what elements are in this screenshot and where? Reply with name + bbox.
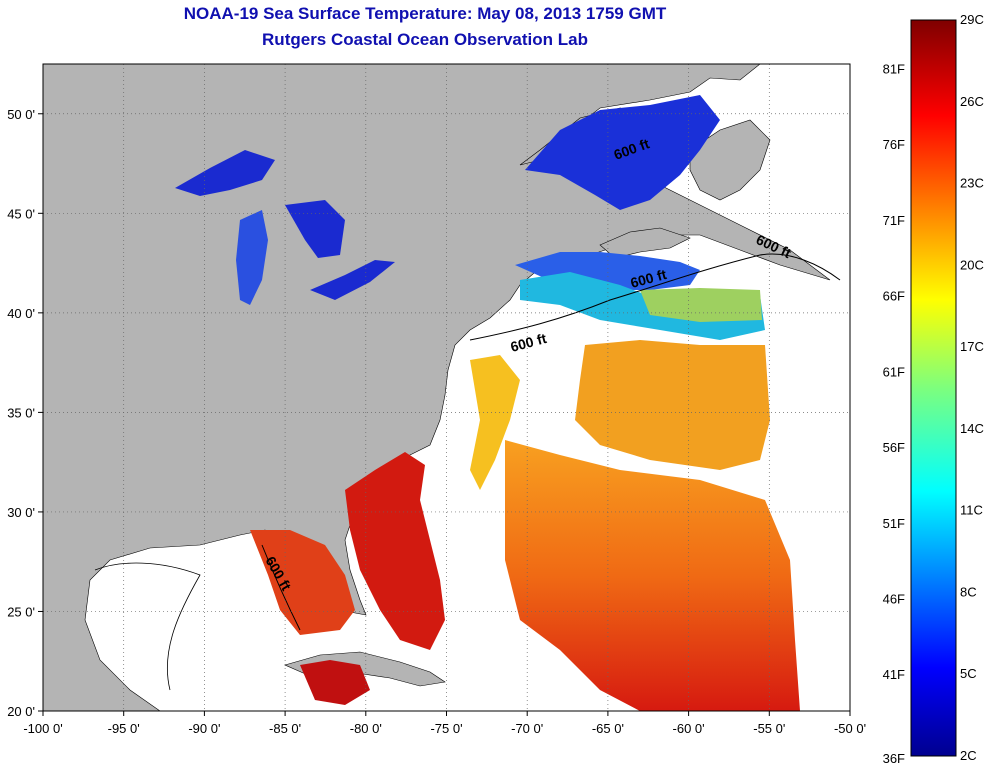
- graticule: [43, 64, 850, 711]
- colorbar-fahrenheit-label: 61F: [883, 364, 905, 379]
- isobath-gulf-west: [94, 562, 201, 691]
- colorbar-fahrenheit-label: 76F: [883, 137, 905, 152]
- sst-florida-coast: [345, 452, 445, 650]
- isobath-gulf: [261, 544, 301, 631]
- y-tick-label: 25 0': [7, 604, 35, 619]
- y-tick-label: 30 0': [7, 505, 35, 520]
- x-axis: -100 0' -95 0' -90 0' -85 0' -80 0' -75 0' -70…: [23, 711, 866, 736]
- colorbar-fahrenheit-label: 71F: [883, 213, 905, 228]
- y-tick-label: 40 0': [7, 306, 35, 321]
- colorbar-celsius-label: 8C: [960, 584, 977, 599]
- sst-offshore-yellow: [470, 355, 520, 490]
- great-lake-superior: [175, 150, 275, 196]
- colorbar-celsius-label: 23C: [960, 176, 984, 191]
- colorbar-fahrenheit-label: 66F: [883, 289, 905, 304]
- colorbar-celsius-label: 26C: [960, 94, 984, 109]
- sst-shelf-cool: [520, 272, 765, 340]
- sst-st-lawrence: [525, 95, 720, 210]
- y-tick-label: 20 0': [7, 704, 35, 719]
- y-axis: 20 0' 25 0' 30 0' 35 0' 40 0' 45 0' 50 0': [7, 107, 43, 719]
- x-tick-label: -100 0': [23, 721, 62, 736]
- x-tick-label: -75 0': [430, 721, 462, 736]
- great-lake-erie-ontario: [310, 260, 395, 300]
- x-tick-label: -65 0': [592, 721, 624, 736]
- colorbar-fahrenheit-label: 46F: [883, 592, 905, 607]
- colorbar-fahrenheit-label: 41F: [883, 667, 905, 682]
- x-tick-label: -55 0': [753, 721, 785, 736]
- x-tick-label: -60 0': [673, 721, 705, 736]
- colorbar-celsius-label: 20C: [960, 257, 984, 272]
- colorbar-labels: 29C 26C 23C 20C 17C 14C 11C 8C 5C 2C 81F 76F 71F 66F 6…: [883, 12, 984, 766]
- y-tick-label: 50 0': [7, 107, 35, 122]
- sst-slope-green: [640, 288, 762, 322]
- colorbar-celsius-label: 2C: [960, 748, 977, 763]
- sst-gulf-east: [250, 530, 355, 635]
- sst-south-atlantic: [505, 440, 800, 711]
- colorbar: [910, 19, 957, 757]
- sst-offshore-orange: [575, 340, 770, 470]
- colorbar-celsius-label: 17C: [960, 339, 984, 354]
- y-tick-label: 45 0': [7, 206, 35, 221]
- colorbar-fahrenheit-label: 56F: [883, 440, 905, 455]
- map-subtitle: Rutgers Coastal Ocean Observation Lab: [262, 30, 588, 49]
- x-tick-label: -95 0': [108, 721, 140, 736]
- colorbar-celsius-label: 5C: [960, 666, 977, 681]
- x-tick-label: -50 0': [834, 721, 866, 736]
- land-newfoundland: [689, 119, 771, 201]
- colorbar-celsius-label: 11C: [960, 503, 983, 518]
- sst-caribbean-north: [300, 660, 370, 705]
- x-tick-label: -80 0': [350, 721, 382, 736]
- great-lake-michigan: [236, 210, 268, 305]
- colorbar-celsius-label: 14C: [960, 421, 984, 436]
- colorbar-fahrenheit-label: 81F: [883, 61, 905, 76]
- x-tick-label: -90 0': [188, 721, 220, 736]
- map-title: NOAA-19 Sea Surface Temperature: May 08,…: [183, 4, 667, 23]
- colorbar-celsius-label: 29C: [960, 12, 984, 27]
- great-lake-huron: [285, 200, 345, 258]
- x-tick-label: -70 0': [511, 721, 543, 736]
- isobath-line: [469, 253, 841, 341]
- y-tick-label: 35 0': [7, 405, 35, 420]
- x-tick-label: -85 0': [269, 721, 301, 736]
- colorbar-fahrenheit-label: 36F: [883, 751, 905, 766]
- colorbar-fahrenheit-label: 51F: [883, 516, 905, 531]
